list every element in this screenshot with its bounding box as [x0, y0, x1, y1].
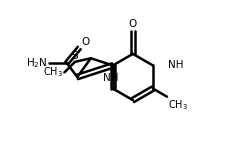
Text: CH$_3$: CH$_3$ — [167, 98, 187, 112]
Text: S: S — [71, 51, 78, 61]
Text: O: O — [128, 19, 137, 29]
Text: CH$_3$: CH$_3$ — [43, 66, 63, 79]
Text: O: O — [81, 37, 90, 47]
Text: NH: NH — [168, 60, 183, 70]
Text: H$_2$N: H$_2$N — [26, 56, 48, 70]
Text: NH: NH — [102, 73, 118, 83]
